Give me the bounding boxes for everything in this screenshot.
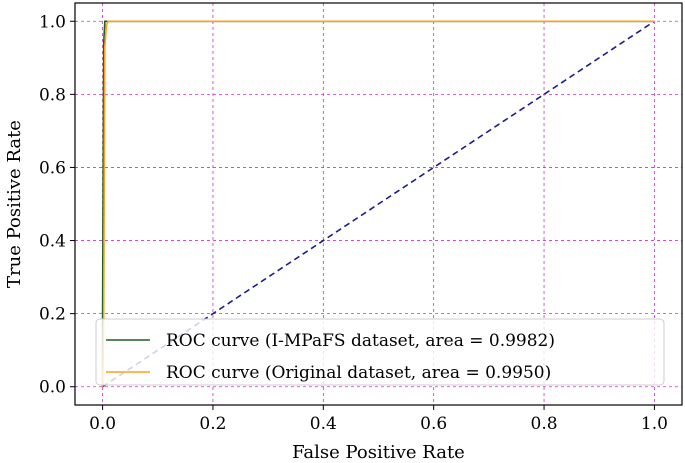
legend-box xyxy=(95,318,665,386)
x-tick-label: 0.4 xyxy=(310,414,337,434)
x-tick-label: 0.0 xyxy=(89,414,116,434)
y-axis-label: True Positive Rate xyxy=(4,120,25,288)
tick-layer: 0.0 0.2 0.4 0.6 0.8 1.0 0.0 0.2 0.4 0.6 0.8 1.0 xyxy=(39,12,668,434)
y-tick-label: 0.0 xyxy=(39,378,66,398)
y-tick-label: 0.6 xyxy=(39,158,66,178)
x-tick-label: 0.8 xyxy=(531,414,558,434)
x-tick-label: 1.0 xyxy=(641,414,668,434)
y-tick-label: 0.8 xyxy=(39,85,66,105)
legend: ROC curve (I-MPaFS dataset, area = 0.998… xyxy=(95,318,665,386)
x-axis-label: False Positive Rate xyxy=(292,442,465,463)
y-tick-label: 0.4 xyxy=(39,232,66,252)
y-tick-label: 1.0 xyxy=(39,12,66,32)
x-tick-label: 0.6 xyxy=(420,414,447,434)
legend-entry-label: ROC curve (I-MPaFS dataset, area = 0.998… xyxy=(166,331,555,351)
x-tick-label: 0.2 xyxy=(199,414,226,434)
plot-frame xyxy=(74,2,683,406)
y-tick-label: 0.2 xyxy=(39,305,66,325)
legend-entry-label: ROC curve (Original dataset, area = 0.99… xyxy=(166,363,551,383)
